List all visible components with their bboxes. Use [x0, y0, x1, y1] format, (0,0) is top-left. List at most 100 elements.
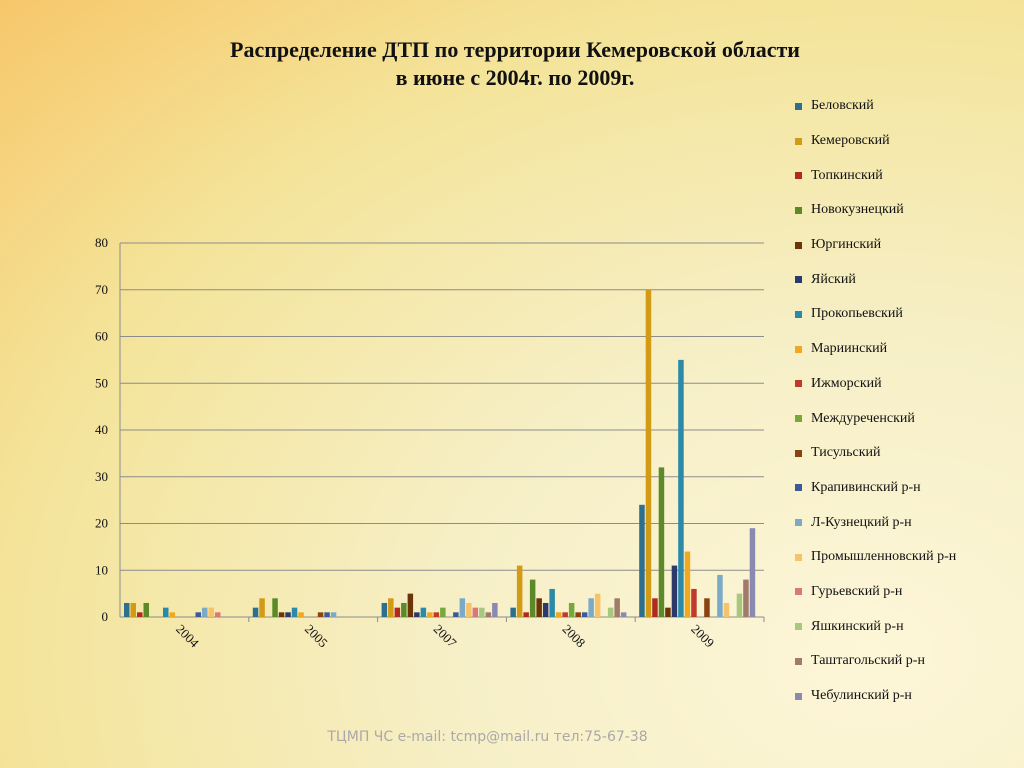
x-tick-label: 2005: [302, 621, 331, 650]
bar: [298, 612, 304, 617]
bar: [639, 504, 645, 617]
legend-swatch: [795, 519, 802, 527]
bar: [736, 593, 743, 617]
legend-item: Мариинский: [795, 332, 1024, 367]
legend-item: Яшкинский р-н: [795, 609, 1024, 644]
bar: [684, 551, 691, 617]
y-tick-label: 0: [102, 609, 109, 624]
legend-swatch: [795, 102, 802, 110]
legend-item: Гурьевский р-н: [795, 575, 1024, 610]
bar: [588, 598, 594, 617]
bar: [575, 612, 581, 617]
y-tick-label: 70: [95, 282, 108, 297]
bar: [414, 612, 420, 617]
legend-label: Гурьевский р-н: [811, 583, 903, 599]
x-tick-label: 2008: [559, 621, 588, 650]
x-tick-label: 2007: [431, 621, 460, 650]
legend-label: Яшкинский р-н: [811, 618, 904, 634]
bar: [555, 612, 562, 617]
bar: [678, 359, 684, 617]
legend-swatch: [795, 345, 802, 353]
legend-label: Мариинский: [811, 341, 888, 357]
legend-swatch: [795, 623, 802, 631]
bar: [195, 612, 201, 617]
legend-swatch: [795, 553, 802, 561]
legend-item: Таштагольский р-н: [795, 644, 1024, 679]
bar: [278, 612, 285, 617]
legend-swatch: [795, 657, 802, 665]
bar: [510, 607, 516, 617]
bar: [202, 607, 208, 617]
bar: [652, 598, 658, 617]
bar: [163, 607, 169, 617]
legend-item: Л-Кузнецкий р-н: [795, 505, 1024, 540]
bar: [272, 598, 278, 617]
bar: [407, 593, 414, 617]
y-tick-label: 60: [95, 329, 108, 344]
legend-label: Беловский: [811, 98, 874, 114]
legend-swatch: [795, 484, 802, 492]
legend-label: Юргинский: [811, 237, 882, 253]
bar: [581, 612, 588, 617]
y-tick-label: 40: [95, 422, 108, 437]
bar: [743, 579, 749, 617]
bar: [516, 565, 523, 617]
bar: [723, 602, 730, 617]
bar: [523, 612, 529, 617]
legend-label: Новокузнецкий: [811, 202, 904, 218]
bar: [568, 602, 575, 617]
legend-label: Кемеровский: [811, 133, 890, 149]
bar: [542, 602, 549, 617]
legend-swatch: [795, 276, 802, 284]
legend-label: Чебулинский р-н: [811, 688, 912, 704]
bar: [433, 612, 440, 617]
bar: [420, 607, 427, 617]
bar: [492, 602, 498, 617]
bar: [143, 602, 149, 617]
chart-title: Распределение ДТП по территории Кемеровс…: [0, 36, 1024, 92]
legend-swatch: [795, 415, 802, 423]
y-tick-label: 20: [95, 516, 108, 531]
legend-item: Промышленновский р-н: [795, 540, 1024, 575]
legend-item: Новокузнецкий: [795, 193, 1024, 228]
bar: [169, 612, 175, 617]
bar: [330, 612, 337, 617]
legend-swatch: [795, 206, 802, 214]
bar: [388, 598, 394, 617]
chart-title-line-1: Распределение ДТП по территории Кемеровс…: [230, 37, 800, 62]
bar: [594, 593, 601, 617]
legend-item: Топкинский: [795, 158, 1024, 193]
y-tick-label: 50: [95, 375, 108, 390]
legend-item: Прокопьевский: [795, 297, 1024, 332]
legend-item: Тисульский: [795, 436, 1024, 471]
bar: [620, 612, 627, 617]
legend-item: Чебулинский р-н: [795, 679, 1024, 714]
bar: [717, 574, 723, 617]
y-tick-label: 30: [95, 469, 108, 484]
legend-label: Таштагольский р-н: [811, 653, 925, 669]
legend-label: Ижморский: [811, 375, 882, 391]
bar: [704, 598, 710, 617]
legend-swatch: [795, 310, 802, 318]
bar: [208, 607, 214, 617]
legend-label: Яйский: [811, 271, 856, 287]
bar: [658, 467, 665, 617]
bar: [259, 598, 265, 617]
bar: [394, 607, 401, 617]
x-tick-label: 2009: [688, 621, 717, 650]
legend-label: Междуреченский: [811, 410, 915, 426]
bar: [614, 598, 620, 617]
bar: [562, 612, 568, 617]
x-tick-label: 2004: [173, 621, 202, 650]
y-tick-label: 10: [95, 562, 108, 577]
legend-item: Кемеровский: [795, 124, 1024, 159]
chart-title-line-2: в июне с 2004г. по 2009г.: [395, 65, 635, 90]
legend-label: Л-Кузнецкий р-н: [811, 514, 912, 530]
bar: [401, 602, 407, 617]
legend-label: Промышленновский р-н: [811, 549, 957, 565]
legend-item: Крапивинский р-н: [795, 471, 1024, 506]
bar: [691, 588, 697, 617]
legend-item: Яйский: [795, 262, 1024, 297]
bar: [381, 602, 388, 617]
